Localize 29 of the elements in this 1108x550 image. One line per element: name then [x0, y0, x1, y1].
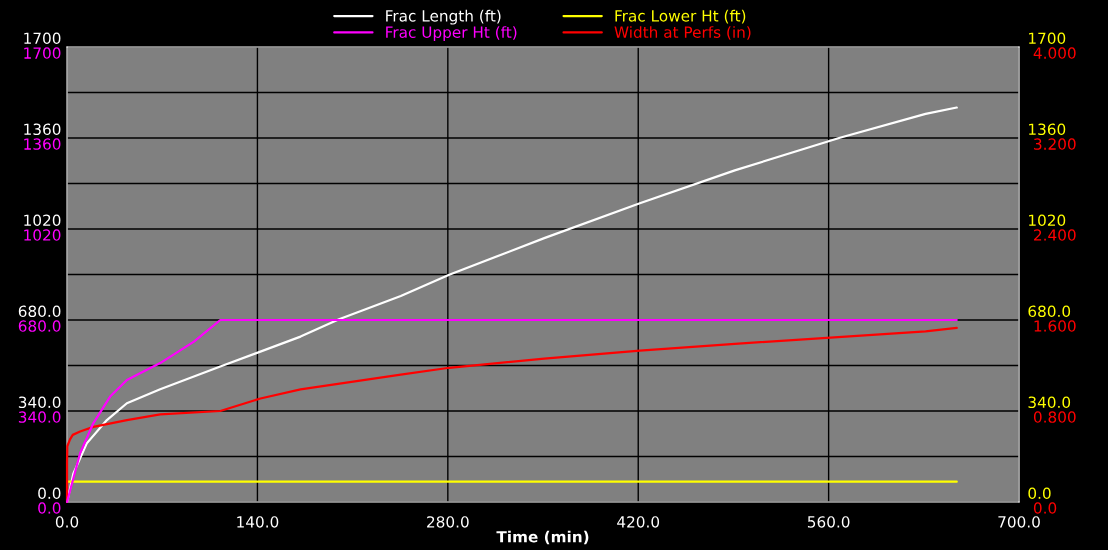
x-tick-label: 560.0 — [807, 516, 850, 528]
text: 1360 — [1029, 123, 1066, 136]
y-tick-label: 1700 — [24, 32, 61, 45]
y-tick-label: 1020 — [24, 214, 61, 227]
y2-tick-label: 0.0 — [1033, 502, 1057, 514]
x-tick-label: 140.0 — [237, 516, 279, 528]
legend-label: Frac Length (ft) — [386, 9, 501, 25]
text: 1020 — [1029, 214, 1066, 227]
x-tick-label: 700.0 — [998, 516, 1040, 528]
x-tick-label: 420.0 — [617, 516, 660, 528]
y2-tick-label: 4.000 — [1033, 47, 1076, 59]
legend-label: Frac Upper Ht (ft) — [386, 26, 517, 41]
y2-tick-label: 2.400 — [1034, 229, 1076, 241]
y2-tick-label: 3.200 — [1034, 138, 1076, 150]
y2-tick-label: 1.600 — [1034, 320, 1076, 332]
legend-label: Width at Perfs (in) — [614, 26, 751, 40]
x-tick-label: 0.0 — [55, 516, 79, 528]
x-tick-label: 280.0 — [427, 516, 469, 528]
text: 680.0 — [1028, 305, 1071, 318]
y-tick-label: 680.0 — [18, 305, 61, 318]
y-tick-label: 1360 — [24, 123, 61, 136]
text: 1700 — [1029, 32, 1066, 45]
legend-label: Frac Lower Ht (ft) — [615, 9, 746, 24]
y2-tick-label: 0.800 — [1033, 411, 1076, 423]
y-tick-label: 0.0 — [38, 487, 61, 500]
text: 0.0 — [1028, 487, 1051, 500]
x-axis-title: Time (min) — [496, 530, 589, 545]
y-tick-label: 340.0 — [18, 396, 61, 409]
text: 340.0 — [1028, 396, 1071, 409]
